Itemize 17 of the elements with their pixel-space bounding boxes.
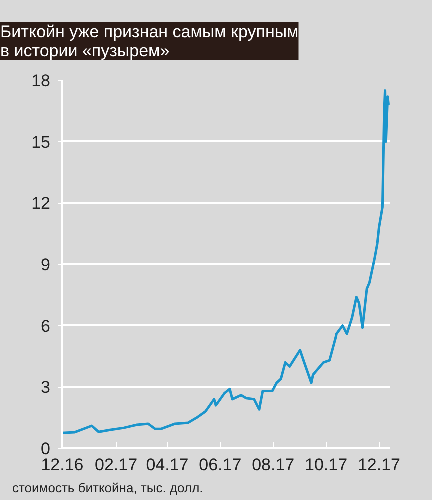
x-tick-label: 12.17	[358, 456, 400, 474]
y-tick-label: 0	[41, 440, 51, 458]
y-tick-label: 15	[32, 132, 51, 152]
chart-title: Биткойн уже признан самым крупным в истории «пузырем»	[0, 22, 299, 60]
x-tick-label: 06.17	[199, 456, 242, 474]
y-tick-label: 18	[32, 72, 51, 90]
x-tick-label: 12.16	[41, 456, 84, 474]
x-tick-label: 08.17	[252, 456, 295, 474]
x-axis-title: стоимость биткойна, тыс. долл.	[12, 480, 204, 496]
line-series	[62, 89, 390, 434]
x-tick-label: 10.17	[305, 456, 348, 474]
y-tick-label: 9	[41, 256, 51, 274]
x-tick-label: 02.17	[95, 456, 138, 474]
y-tick-label: 6	[41, 316, 51, 336]
y-tick-label: 3	[41, 378, 51, 398]
x-tick-label: 04.17	[146, 456, 189, 474]
y-tick-label: 12	[32, 194, 51, 214]
